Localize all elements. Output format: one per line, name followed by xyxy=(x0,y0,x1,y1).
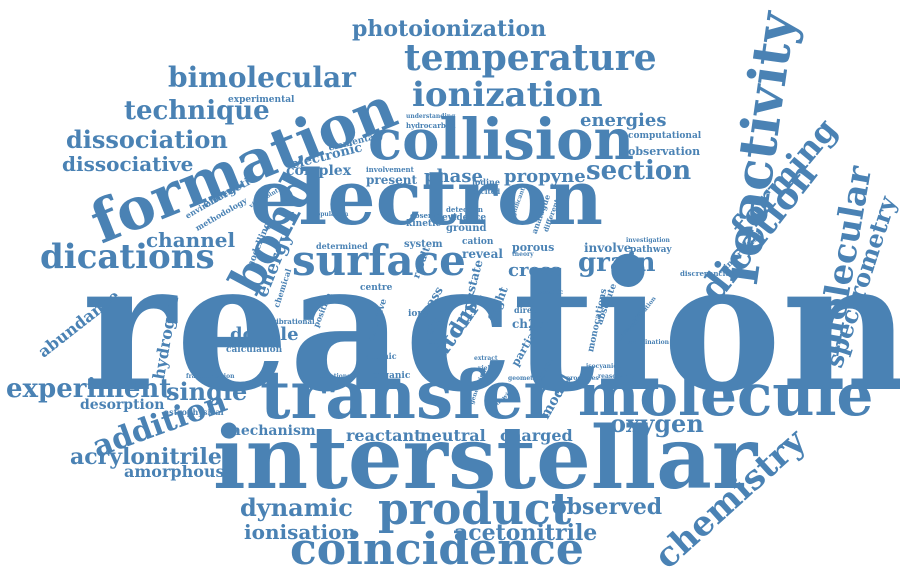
word-neutral: neutral xyxy=(420,426,486,445)
word-trications: trications xyxy=(318,373,351,380)
word-charged: charged xyxy=(500,426,573,445)
word-porous: porous xyxy=(512,241,555,254)
word-bimolecular: bimolecular xyxy=(168,61,356,94)
word-involve: involve xyxy=(584,241,632,255)
word-kinetic: kinetic xyxy=(406,219,441,229)
word-direct: direct xyxy=(514,305,541,315)
word-determined: determined xyxy=(316,241,368,251)
word-dynamic: dynamic xyxy=(240,493,353,522)
word-single: single xyxy=(166,377,248,406)
word-detection: detection xyxy=(446,205,483,214)
word-investigation: investigation xyxy=(626,237,670,244)
word-dissociation: dissociation xyxy=(66,125,228,154)
word-grain: grain xyxy=(578,248,656,278)
word-coordination: coordination xyxy=(626,339,669,346)
word-transfer: transfer xyxy=(260,356,559,434)
word-understanding: understanding xyxy=(406,113,456,120)
word-geometries: geometries xyxy=(508,375,546,382)
word-propyne: propyne xyxy=(504,166,586,187)
word-acrylonitrile: acrylonitrile xyxy=(70,444,222,470)
word-amorphous: amorphous xyxy=(124,462,225,481)
word-iodine: iodine xyxy=(472,177,500,187)
word-cation: cation xyxy=(462,237,494,247)
word-discrepancies: discrepancies xyxy=(680,269,734,278)
word-section: section xyxy=(586,156,692,186)
word-calculation: calculation xyxy=(226,345,283,355)
word-present: present xyxy=(366,173,418,187)
word-molecule: molecule xyxy=(578,361,874,429)
word-electron: electron xyxy=(250,153,603,242)
word-reveal: reveal xyxy=(462,247,503,261)
word-specific: specific xyxy=(538,289,564,296)
word-mechanism: mechanism xyxy=(226,423,316,439)
word-ion: ion xyxy=(408,309,424,319)
word-vibrational: vibrational xyxy=(272,317,315,326)
word-dissociative: dissociative xyxy=(62,152,194,176)
word-channel: channel xyxy=(146,228,236,252)
word-extract: extract xyxy=(474,355,498,362)
word-reasonably: reasonably xyxy=(598,373,635,380)
word-experiment: experiment xyxy=(6,374,172,404)
word-photoionization: photoionization xyxy=(352,16,547,42)
word-oxygen: oxygen xyxy=(610,409,704,438)
word-fragmentation: fragmentation xyxy=(186,373,235,380)
word-coincidence: coincidence xyxy=(290,524,584,575)
word-ionization: ionization xyxy=(412,75,603,115)
word-population: population xyxy=(312,211,349,218)
word-dications: dications xyxy=(40,237,215,277)
word-system: system xyxy=(404,239,443,250)
word-evidence: evidence xyxy=(442,213,487,223)
word-observed: observed xyxy=(552,494,663,520)
word-hydrocarbon: hydrocarbon xyxy=(406,121,456,130)
word-observation: observation xyxy=(628,145,701,158)
word-complex: complex xyxy=(286,163,352,179)
word-theory: theory xyxy=(512,251,534,258)
word-yield: yield xyxy=(478,365,495,372)
word-atomic: atomic xyxy=(366,351,397,361)
word-isocyanide: isocyanide xyxy=(586,363,622,370)
word-computational: computational xyxy=(628,131,702,141)
word-processes: processes xyxy=(566,375,599,382)
word-acetonitrile: acetonitrile xyxy=(454,520,598,546)
word-energies: energies xyxy=(580,110,667,131)
word-phase: phase xyxy=(424,166,483,187)
word-product: product xyxy=(378,484,572,535)
word-technique: technique xyxy=(124,96,270,126)
word-ch2cn: ch2cn xyxy=(512,317,553,331)
word-observe: observe xyxy=(410,211,441,220)
word-cross: cross xyxy=(508,260,561,281)
word-pathway: pathway xyxy=(630,245,672,255)
word-reaction: reaction xyxy=(82,222,900,431)
word-temperature: temperature xyxy=(404,37,657,79)
word-astrophysical: astrophysical xyxy=(164,407,224,417)
word-interstellar: interstellar xyxy=(213,408,758,509)
word-excited: excited xyxy=(472,187,501,196)
word-double: double xyxy=(230,324,299,345)
word-desorption: desorption xyxy=(80,397,165,413)
word-ground: ground xyxy=(446,223,487,234)
word-surface: surface xyxy=(292,236,466,285)
word-collision: collision xyxy=(368,107,635,173)
word-involvement: involvement xyxy=(366,165,414,174)
word-reactant: reactant xyxy=(346,426,422,445)
word-data: data xyxy=(428,337,451,347)
word-experimental: experimental xyxy=(228,95,295,105)
word-ionisation: ionisation xyxy=(244,520,357,544)
word-organic: organic xyxy=(372,371,411,381)
word-centre: centre xyxy=(360,283,393,293)
